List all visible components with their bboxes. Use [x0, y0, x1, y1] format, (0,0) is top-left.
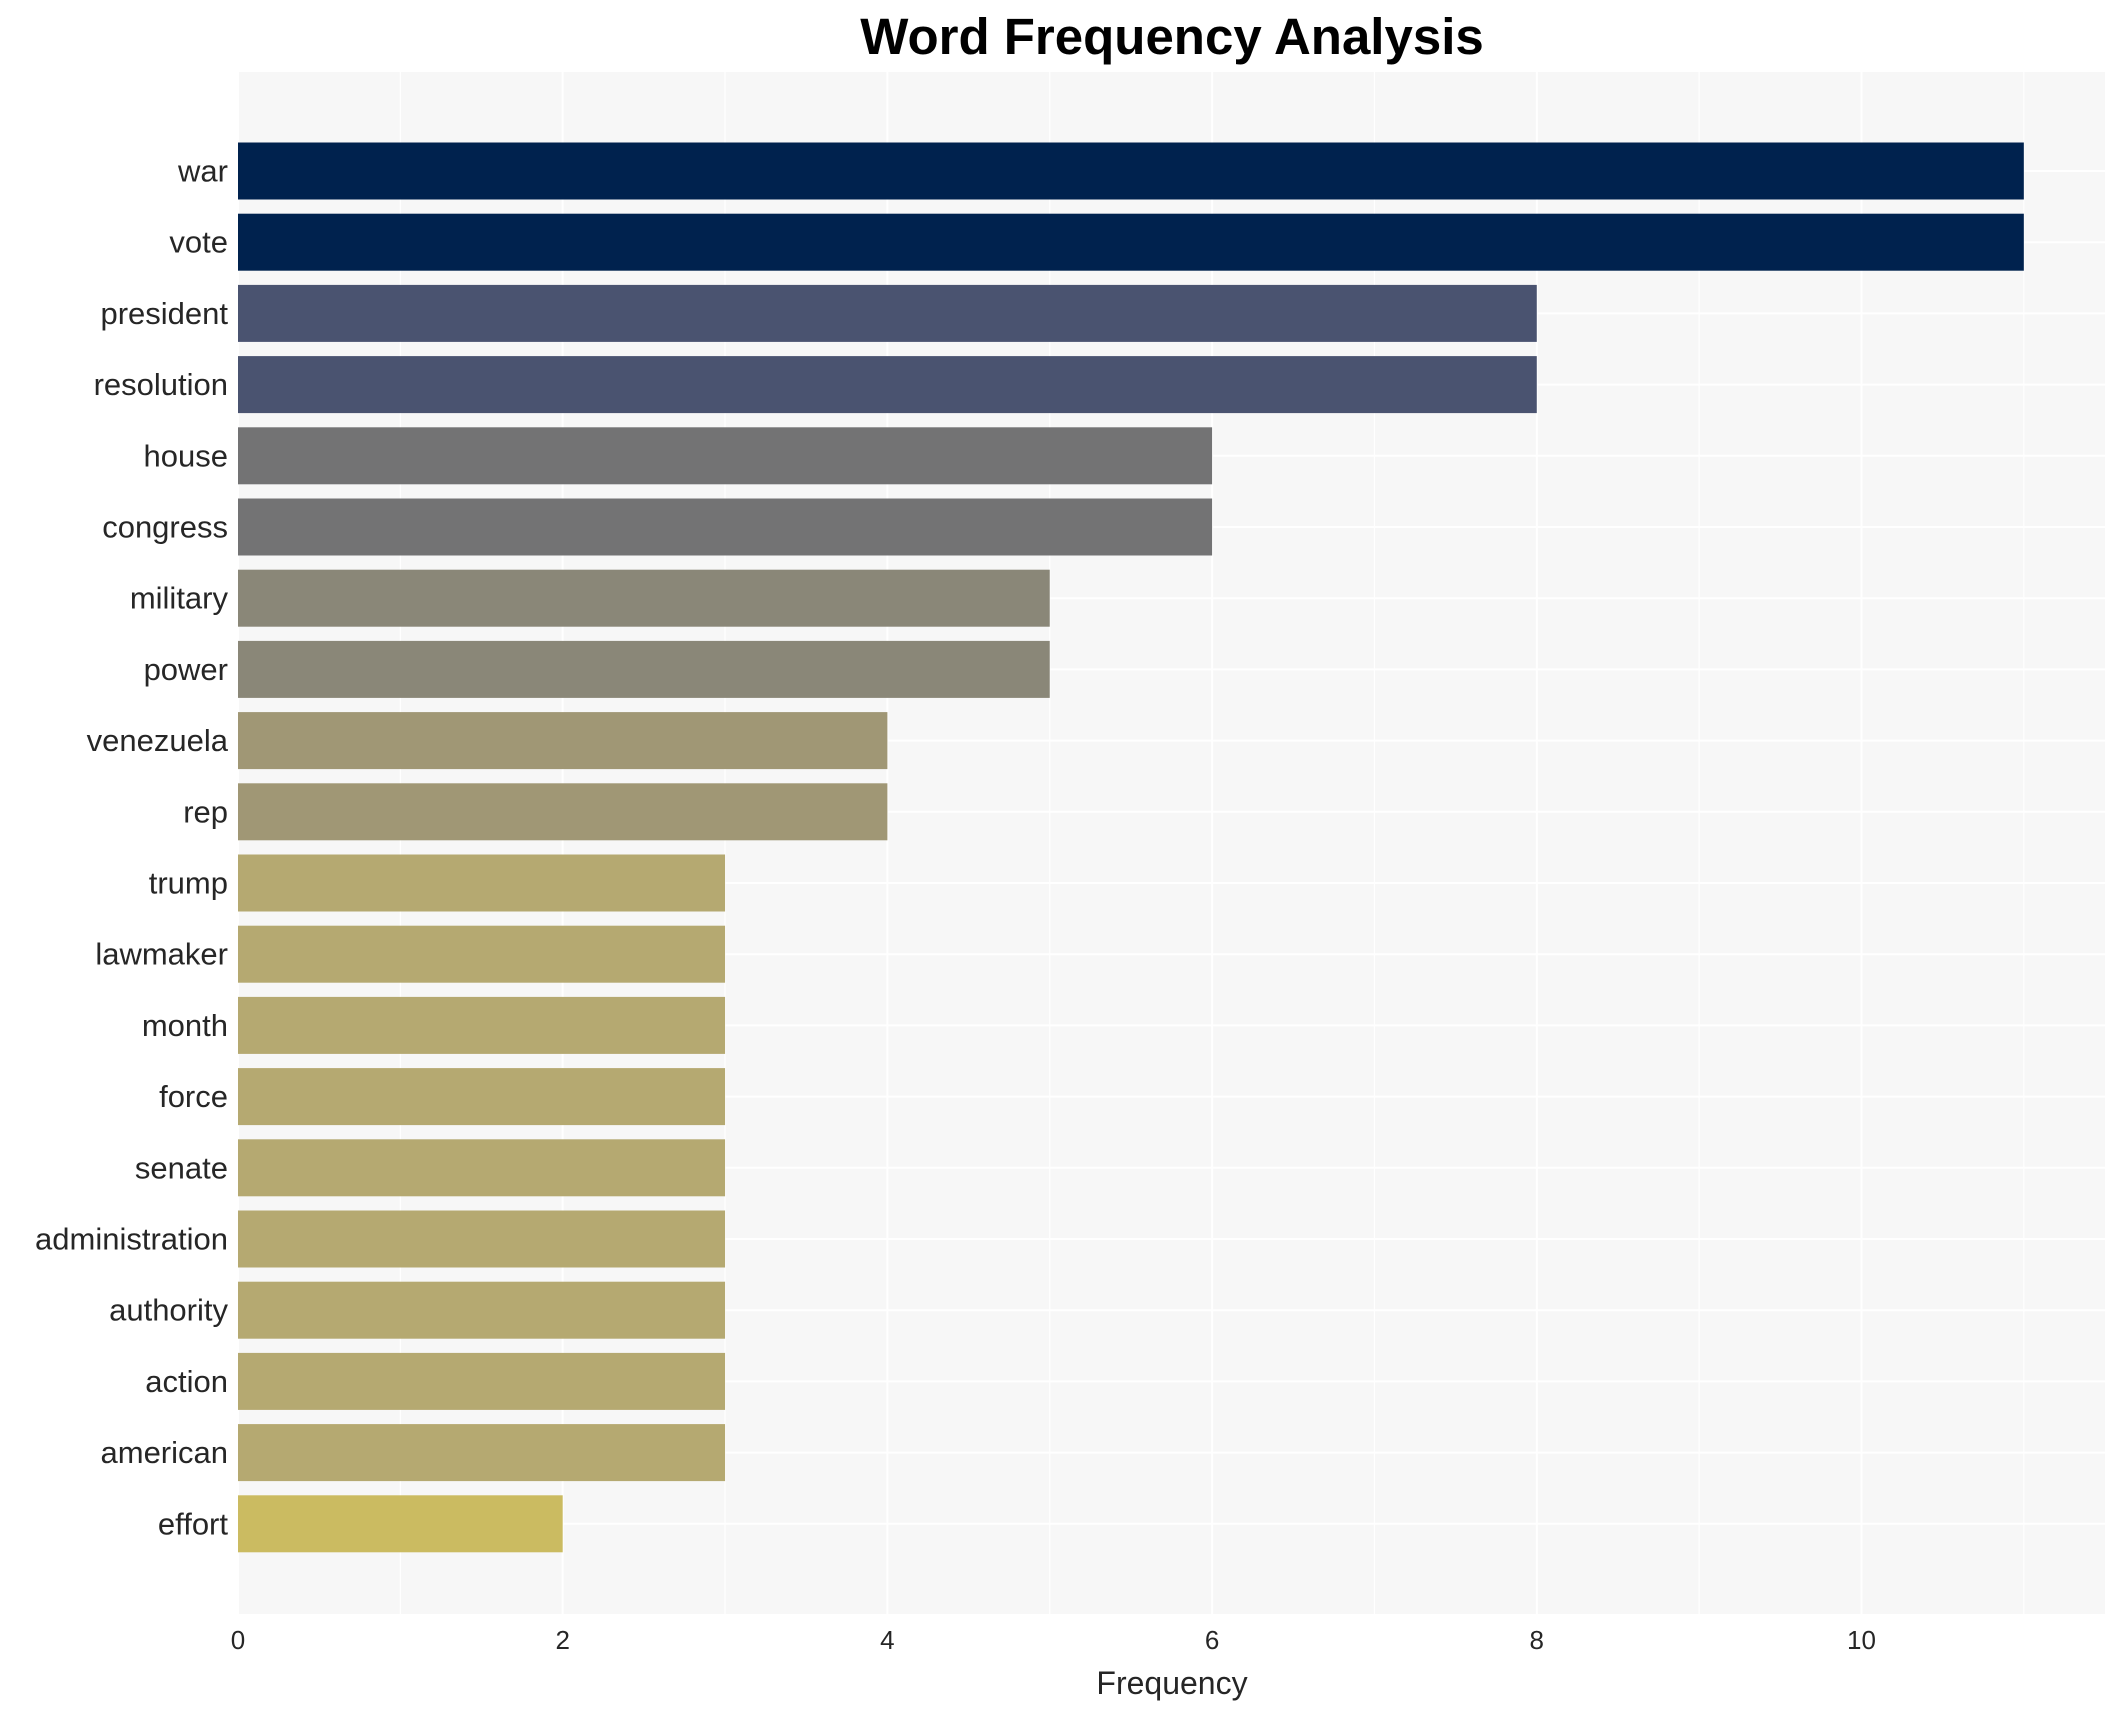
y-axis-tick-labels: war vote president resolution house congress m… — [35, 154, 229, 1542]
bar-force — [238, 1068, 726, 1126]
x-axis-tick-labels: 0 2 4 6 8 10 — [231, 1625, 1876, 1655]
category-label-senate: senate — [135, 1150, 228, 1185]
x-tick-label: 8 — [1530, 1625, 1544, 1655]
category-label-administration: administration — [35, 1222, 228, 1257]
category-label-resolution: resolution — [94, 367, 228, 402]
x-tick-label: 0 — [231, 1625, 245, 1655]
category-label-venezuela: venezuela — [87, 723, 229, 758]
bar-venezuela — [238, 712, 888, 770]
bar-senate — [238, 1139, 726, 1197]
x-axis-label: Frequency — [1096, 1665, 1247, 1701]
category-label-month: month — [142, 1008, 228, 1043]
bar-power — [238, 640, 1050, 698]
bar-action — [238, 1352, 726, 1410]
bar-trump — [238, 854, 726, 912]
x-tick-label: 4 — [880, 1625, 894, 1655]
category-label-congress: congress — [102, 510, 228, 545]
bars — [238, 142, 2024, 1553]
bar-lawmaker — [238, 925, 726, 983]
category-label-authority: authority — [109, 1293, 228, 1328]
category-label-effort: effort — [158, 1506, 228, 1541]
bar-war — [238, 142, 2024, 200]
bar-military — [238, 569, 1050, 627]
category-label-lawmaker: lawmaker — [95, 937, 228, 972]
category-label-military: military — [130, 581, 229, 616]
chart-title: Word Frequency Analysis — [860, 8, 1484, 65]
bar-resolution — [238, 356, 1537, 414]
category-label-american: american — [101, 1435, 229, 1470]
bar-american — [238, 1424, 726, 1482]
category-label-power: power — [144, 652, 228, 687]
bar-congress — [238, 498, 1213, 556]
bar-authority — [238, 1281, 726, 1339]
category-label-action: action — [145, 1364, 228, 1399]
x-tick-label: 10 — [1847, 1625, 1876, 1655]
bar-rep — [238, 783, 888, 841]
bar-president — [238, 284, 1537, 342]
x-tick-label: 2 — [555, 1625, 569, 1655]
bar-vote — [238, 213, 2024, 271]
bar-effort — [238, 1495, 563, 1553]
category-label-war: war — [177, 154, 228, 189]
category-label-vote: vote — [169, 225, 228, 260]
category-label-house: house — [144, 438, 228, 473]
bar-month — [238, 996, 726, 1054]
category-label-trump: trump — [149, 866, 228, 901]
x-tick-label: 6 — [1205, 1625, 1219, 1655]
category-label-force: force — [159, 1079, 228, 1114]
category-label-president: president — [100, 296, 228, 331]
category-label-rep: rep — [183, 794, 228, 829]
bar-administration — [238, 1210, 726, 1268]
bar-house — [238, 427, 1213, 485]
